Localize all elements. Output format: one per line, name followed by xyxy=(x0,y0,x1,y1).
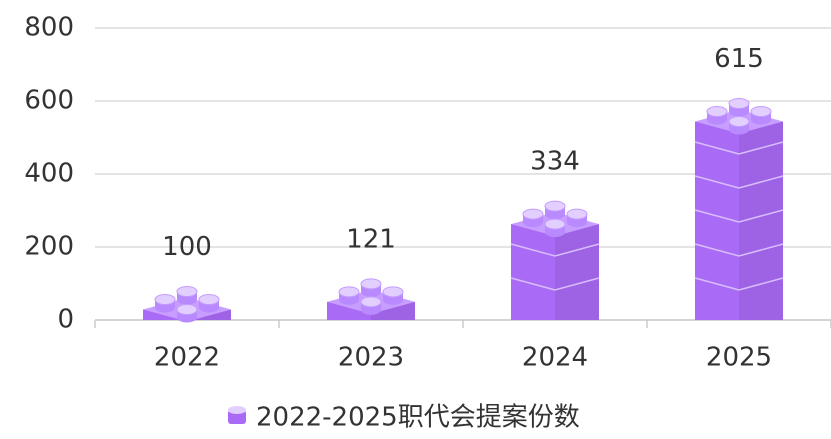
stud-top xyxy=(383,287,403,297)
value-label: 121 xyxy=(346,224,396,254)
x-tick-label: 2023 xyxy=(338,343,404,373)
y-tick-label: 600 xyxy=(24,86,74,116)
bar-group xyxy=(327,279,415,320)
bar-group xyxy=(511,201,599,320)
legend-swatch-top xyxy=(228,406,246,414)
y-tick-label: 0 xyxy=(57,305,74,335)
stud-top xyxy=(155,295,175,305)
stud-top xyxy=(177,287,197,297)
bar-group xyxy=(695,99,783,320)
stud-top xyxy=(523,209,543,219)
stud-top xyxy=(751,107,771,117)
x-tick-label: 2025 xyxy=(706,343,772,373)
stud-top xyxy=(177,305,197,315)
stud-top xyxy=(729,99,749,109)
stud-top xyxy=(545,219,565,229)
value-label: 615 xyxy=(714,44,764,74)
y-tick-label: 400 xyxy=(24,159,74,189)
stud-top xyxy=(339,287,359,297)
stud-top xyxy=(361,297,381,307)
value-label: 334 xyxy=(530,147,580,177)
stud-top xyxy=(729,117,749,127)
stud-top xyxy=(567,209,587,219)
x-tick-label: 2022 xyxy=(154,343,220,373)
chart: 0 200 400 600 800 100 121 334 615 2022 2023 2024 202… xyxy=(0,0,831,435)
stud-top xyxy=(707,107,727,117)
value-label: 100 xyxy=(162,232,212,262)
y-tick-label: 200 xyxy=(24,232,74,262)
bar-group xyxy=(143,287,231,323)
bar-shade xyxy=(555,224,599,320)
y-tick-label: 800 xyxy=(24,13,74,43)
stud-top xyxy=(199,295,219,305)
x-tick-label: 2024 xyxy=(522,343,588,373)
stud-top xyxy=(361,279,381,289)
stud-top xyxy=(545,201,565,211)
legend-label: 2022-2025职代会提案份数 xyxy=(256,403,580,433)
